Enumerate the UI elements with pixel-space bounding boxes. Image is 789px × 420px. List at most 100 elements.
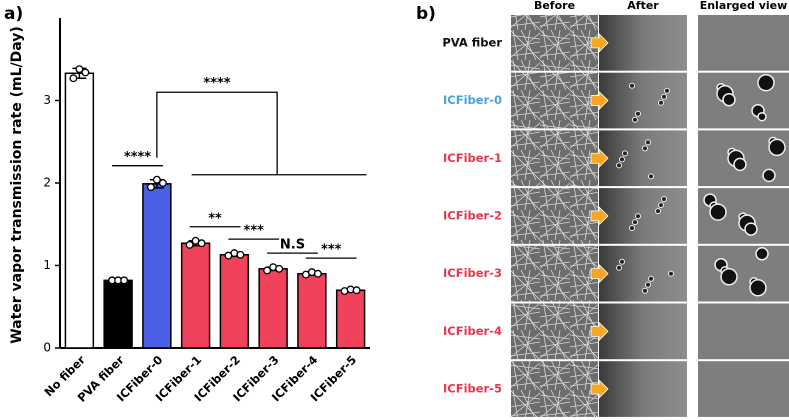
pore	[616, 162, 622, 169]
significance: ***	[244, 224, 265, 239]
bar	[103, 279, 133, 349]
pore	[619, 258, 625, 265]
data-point	[313, 269, 322, 278]
pore	[755, 247, 769, 261]
data-point	[75, 65, 84, 74]
pore	[668, 270, 674, 277]
pore	[642, 145, 648, 152]
after-image	[599, 130, 687, 187]
pore	[709, 203, 727, 221]
row-label: ICFiber-3	[443, 266, 502, 280]
pore	[757, 111, 767, 122]
pore	[645, 281, 651, 288]
pore	[642, 287, 648, 294]
arrow	[590, 321, 609, 342]
pore	[757, 73, 775, 92]
significance: ***	[321, 243, 342, 258]
pore	[664, 87, 670, 94]
column-header: Enlarged view	[700, 0, 788, 12]
arrow	[590, 90, 609, 111]
data-point	[81, 68, 90, 77]
before-image	[511, 245, 598, 302]
significance: ****	[124, 150, 151, 165]
row-label: ICFiber-0	[443, 93, 502, 107]
data-point	[185, 240, 194, 249]
pore	[635, 213, 641, 220]
data-point	[263, 266, 272, 275]
after-image	[599, 15, 687, 71]
pore	[645, 139, 651, 146]
pore	[655, 208, 661, 215]
bar	[219, 254, 250, 349]
row-label: PVA fiber	[442, 35, 502, 49]
pore	[733, 157, 747, 172]
before-image	[511, 15, 598, 71]
data-point	[158, 179, 167, 187]
panel-label: b)	[416, 4, 436, 24]
column-header: Before	[534, 0, 575, 12]
pore	[622, 150, 628, 157]
data-point	[146, 183, 155, 192]
significance: ****	[203, 76, 230, 91]
pore	[629, 225, 635, 232]
data-point	[69, 74, 78, 83]
enlarged-image	[698, 245, 789, 302]
before-image	[511, 72, 598, 129]
pore	[720, 268, 738, 286]
y-axis-label: Water vapor transmission rate (mL/Day)	[9, 26, 25, 344]
before-image	[511, 303, 598, 360]
arrow	[590, 32, 609, 53]
pore	[749, 279, 767, 297]
pore	[658, 99, 664, 106]
pore	[722, 92, 736, 107]
arrow	[590, 205, 609, 226]
enlarged-image	[698, 303, 789, 360]
pore	[632, 219, 638, 226]
y-tick-label: 3	[43, 93, 51, 107]
enlarged-image	[698, 361, 789, 417]
arrow	[590, 148, 609, 169]
pore	[661, 196, 667, 203]
pore	[762, 168, 776, 183]
pore	[744, 222, 758, 236]
data-point	[197, 239, 206, 248]
column-header: After	[627, 0, 659, 12]
pore	[661, 93, 667, 100]
arrow	[590, 263, 609, 284]
y-tick-label: 2	[43, 176, 51, 190]
row-label: ICFiber-2	[443, 208, 502, 222]
before-image	[511, 130, 598, 187]
significance: N.S	[280, 238, 305, 253]
pore	[629, 82, 635, 89]
bar	[180, 242, 211, 349]
enlarged-image	[698, 15, 789, 71]
data-point	[120, 276, 129, 285]
row-label: ICFiber-4	[443, 324, 502, 338]
y-tick-label: 1	[43, 258, 51, 272]
pore	[768, 138, 786, 157]
y-tick-label: 0	[43, 341, 51, 355]
pore	[616, 264, 622, 271]
row-label: ICFiber-5	[443, 382, 502, 396]
pore	[648, 275, 654, 282]
pore	[619, 156, 625, 163]
after-image	[599, 188, 687, 244]
pore	[648, 173, 654, 180]
data-point	[352, 286, 361, 295]
data-point	[152, 175, 161, 184]
bar	[297, 273, 327, 349]
after-image	[599, 303, 687, 360]
significance: **	[208, 211, 222, 226]
row-label: ICFiber-1	[443, 151, 502, 165]
pore	[658, 202, 664, 209]
after-image	[599, 361, 687, 417]
after-image	[599, 72, 687, 129]
arrow	[590, 379, 609, 400]
enlarged-image	[698, 72, 789, 129]
panel-label: a)	[4, 4, 23, 24]
bar	[64, 72, 95, 349]
bar	[142, 183, 172, 349]
before-image	[511, 361, 598, 417]
